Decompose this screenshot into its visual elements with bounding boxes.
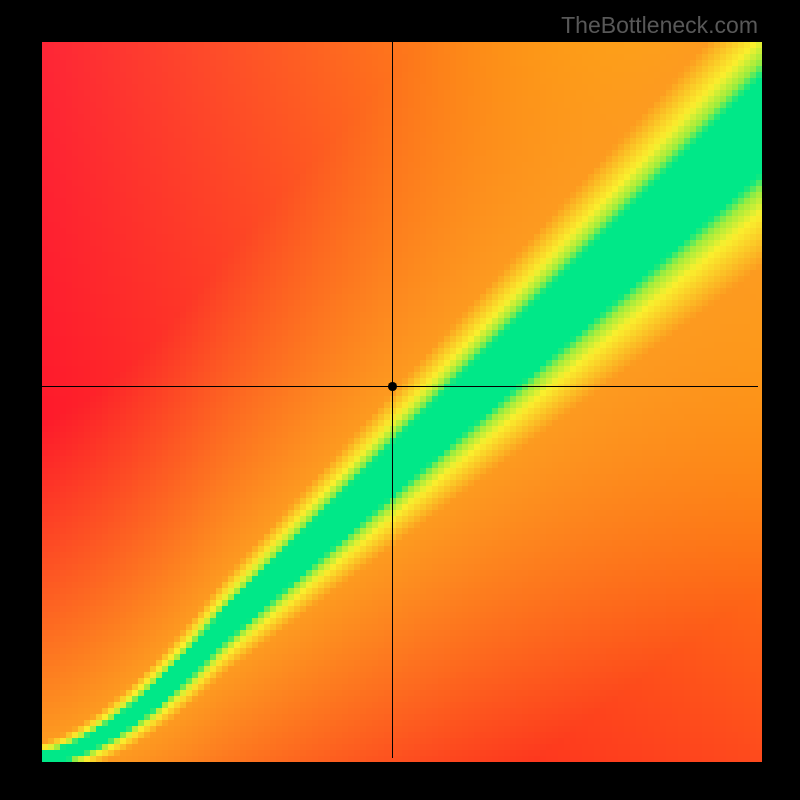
bottleneck-heatmap	[0, 0, 800, 800]
watermark-text: TheBottleneck.com	[561, 12, 758, 39]
